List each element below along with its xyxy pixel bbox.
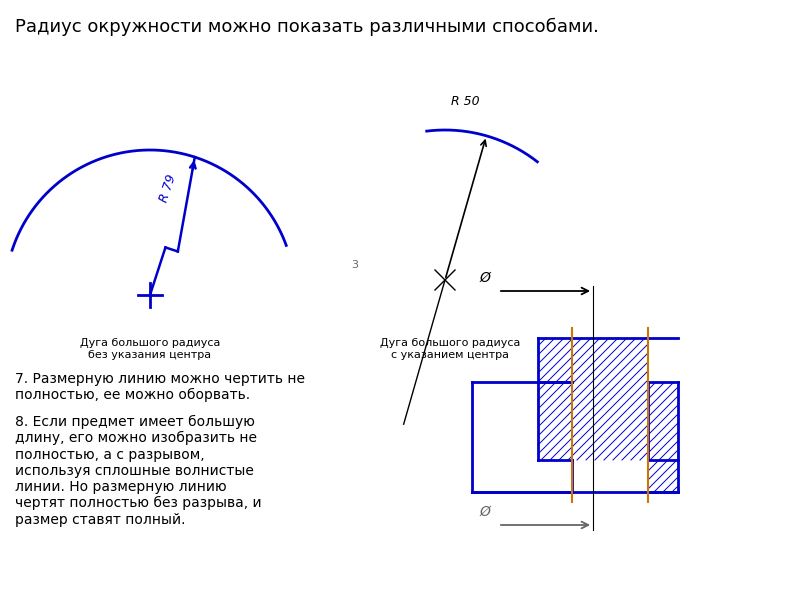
Text: R 50: R 50: [451, 95, 480, 108]
Text: R 79: R 79: [158, 173, 179, 204]
Text: Ø: Ø: [479, 271, 490, 285]
Text: Ø: Ø: [479, 505, 490, 519]
Text: 3: 3: [351, 260, 358, 270]
Text: 7. Размерную линию можно чертить не
полностью, ее можно оборвать.: 7. Размерную линию можно чертить не полн…: [15, 372, 305, 403]
Text: Дуга большого радиуса
без указания центра: Дуга большого радиуса без указания центр…: [80, 338, 220, 359]
Text: Дуга большого радиуса
с указанием центра: Дуга большого радиуса с указанием центра: [380, 338, 520, 359]
Text: 8. Если предмет имеет большую
длину, его можно изобразить не
полностью, а с разр: 8. Если предмет имеет большую длину, его…: [15, 415, 262, 527]
Text: Радиус окружности можно показать различными способами.: Радиус окружности можно показать различн…: [15, 18, 599, 36]
